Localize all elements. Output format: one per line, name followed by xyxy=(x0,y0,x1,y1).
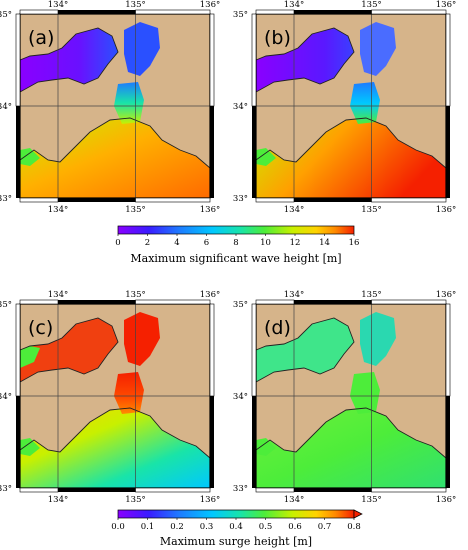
open-sea xyxy=(20,118,210,198)
osaka-bay xyxy=(360,22,396,76)
lon-tick-label: 135° xyxy=(361,205,381,215)
inner-sea xyxy=(20,28,118,92)
panel-label: (b) xyxy=(264,27,291,49)
colorbar-tick-label: 0.5 xyxy=(259,522,273,532)
lon-tick-label: 135° xyxy=(125,290,145,300)
lon-tick-label: 136° xyxy=(200,0,220,10)
panel-label: (d) xyxy=(264,317,291,339)
surge-colorbar-svg: 0.0 0.1 0.2 0.3 0.4 0.5 0.6 0.7 0.8 xyxy=(111,509,363,532)
lon-tick-label: 135° xyxy=(361,0,381,10)
map-svg-b: (b) 134° 135° 136° 134° 135° 136° 35° 34… xyxy=(233,0,456,215)
lon-tick-label: 135° xyxy=(361,290,381,300)
lon-tick-label: 135° xyxy=(125,495,145,505)
lat-tick-label: 34° xyxy=(233,392,248,402)
colorbar-tick-label: 2 xyxy=(145,238,150,248)
lon-tick-label: 135° xyxy=(125,205,145,215)
colorbar-tick-label: 4 xyxy=(174,238,179,248)
colorbar-tick-label: 16 xyxy=(349,238,360,248)
lon-tick-label: 136° xyxy=(200,495,220,505)
colorbar-tick-label: 0.0 xyxy=(111,522,125,532)
map-svg-d: (d) 134° 135° 136° 134° 135° 136° 35° 34… xyxy=(233,290,456,505)
left-strait-sea xyxy=(256,148,276,166)
lat-tick-label: 35° xyxy=(233,10,248,20)
colorbar-tick-label: 0.8 xyxy=(347,522,361,532)
lat-tick-label: 35° xyxy=(233,300,248,310)
left-strait-sea xyxy=(256,438,276,456)
map-svg-c: (c) 134° 135° 136° 134° 135° 136° 35° 34… xyxy=(0,290,220,505)
lon-tick-label: 136° xyxy=(436,495,456,505)
colorbar-tick-label: 0.2 xyxy=(170,522,184,532)
open-sea xyxy=(20,408,210,488)
kii-strait xyxy=(114,372,144,414)
colorbar-tick-label: 8 xyxy=(233,238,238,248)
lon-tick-label: 134° xyxy=(284,205,304,215)
colorbar-tick-label: 0 xyxy=(115,238,120,248)
lon-tick-label: 134° xyxy=(284,290,304,300)
lon-tick-label: 135° xyxy=(125,0,145,10)
osaka-bay xyxy=(124,312,160,366)
panel-label: (c) xyxy=(28,317,53,339)
map-panel-d: (d) 134° 135° 136° 134° 135° 136° 35° 34… xyxy=(233,290,466,505)
lon-tick-label: 134° xyxy=(48,205,68,215)
coastline xyxy=(255,317,355,383)
map-svg-a: (a) 134° 135° 136° 134° 135° 136° 35° 34… xyxy=(0,0,220,215)
lat-tick-label: 33° xyxy=(233,194,248,204)
lon-tick-label: 136° xyxy=(200,205,220,215)
lon-tick-label: 134° xyxy=(284,0,304,10)
lat-tick-label: 34° xyxy=(0,102,12,112)
coastline xyxy=(19,317,119,383)
inner-sea xyxy=(256,318,354,382)
lon-tick-label: 134° xyxy=(284,495,304,505)
kii-strait xyxy=(350,82,380,124)
osaka-bay xyxy=(360,312,396,366)
colorbar-tick-label: 0.4 xyxy=(229,522,243,532)
map-panel-c: (c) 134° 135° 136° 134° 135° 136° 35° 34… xyxy=(0,290,230,505)
lat-tick-label: 33° xyxy=(233,484,248,494)
lat-tick-label: 34° xyxy=(0,392,12,402)
lon-tick-label: 136° xyxy=(200,290,220,300)
colorbar-tick-label: 10 xyxy=(260,238,271,248)
osaka-bay xyxy=(124,22,160,76)
colorbar-tick-label: 0.7 xyxy=(318,522,332,532)
lon-tick-label: 136° xyxy=(436,0,456,10)
surge-height-colorbar: 0.0 0.1 0.2 0.3 0.4 0.5 0.6 0.7 0.8 xyxy=(111,509,363,532)
map-panel-b: (b) 134° 135° 136° 134° 135° 136° 35° 34… xyxy=(233,0,466,215)
kii-strait xyxy=(114,82,144,124)
lon-tick-label: 136° xyxy=(436,205,456,215)
kii-strait xyxy=(350,372,380,414)
inner-sea xyxy=(256,28,354,92)
colorbar-tick-label: 0.3 xyxy=(200,522,214,532)
open-sea xyxy=(256,408,446,488)
lat-tick-label: 35° xyxy=(0,300,12,310)
colorbar-tick-label: 6 xyxy=(204,238,209,248)
lat-tick-label: 34° xyxy=(233,102,248,112)
coastline xyxy=(255,27,355,93)
surge-colorbar-title: Maximum surge height [m] xyxy=(159,535,313,548)
lat-tick-label: 35° xyxy=(0,10,12,20)
panel-label: (a) xyxy=(28,27,54,49)
lon-tick-label: 136° xyxy=(436,290,456,300)
lon-tick-label: 134° xyxy=(48,495,68,505)
inner-sea xyxy=(20,318,118,382)
lat-tick-label: 33° xyxy=(0,484,12,494)
open-sea xyxy=(256,118,446,198)
lat-tick-label: 33° xyxy=(0,194,12,204)
colorbar-tick-label: 14 xyxy=(319,238,330,248)
map-panel-a: (a) 134° 135° 136° 134° 135° 136° 35° 34… xyxy=(0,0,230,215)
coastline xyxy=(19,27,119,93)
colorbar-tick-label: 0.6 xyxy=(288,522,302,532)
lon-tick-label: 134° xyxy=(48,290,68,300)
wave-colorbar-svg: 0 2 4 6 8 10 12 14 16 xyxy=(115,225,359,248)
wave-height-colorbar: 0 2 4 6 8 10 12 14 16 xyxy=(115,225,359,248)
colorbar-tick-label: 0.1 xyxy=(141,522,155,532)
left-strait-sea xyxy=(20,148,40,166)
lon-tick-label: 134° xyxy=(48,0,68,10)
wave-colorbar-title: Maximum significant wave height [m] xyxy=(130,252,342,265)
lon-tick-label: 135° xyxy=(361,495,381,505)
colorbar-tick-label: 12 xyxy=(290,238,301,248)
left-strait-sea xyxy=(20,438,40,456)
